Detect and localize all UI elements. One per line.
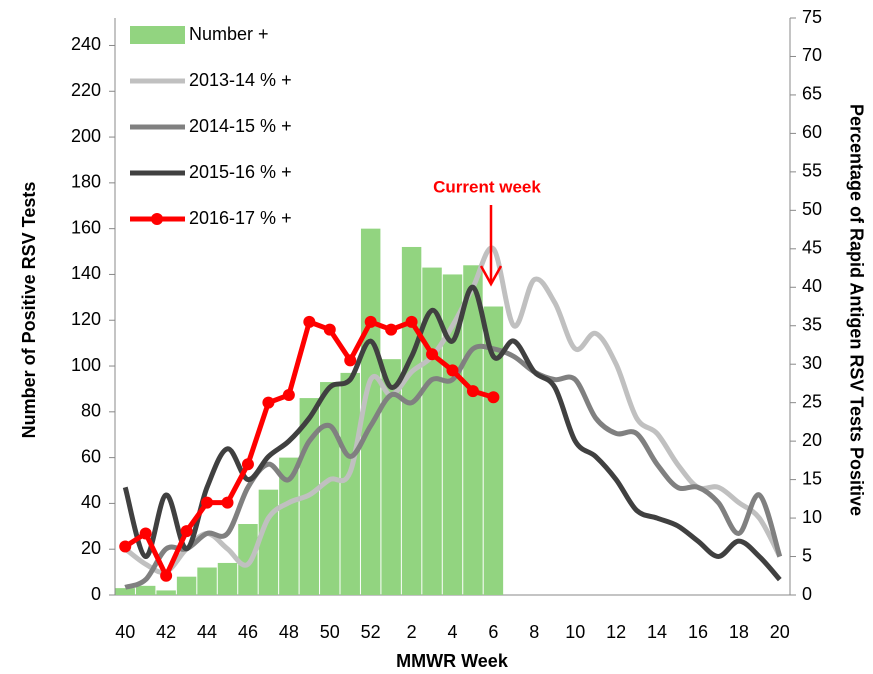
legend-label: 2013-14 % + — [189, 70, 292, 90]
marker — [241, 458, 254, 471]
y2-tick-label: 45 — [802, 238, 822, 258]
y-tick-label: 160 — [71, 217, 101, 237]
marker — [405, 315, 418, 328]
marker — [303, 315, 316, 328]
y-tick-label: 200 — [71, 126, 101, 146]
bar — [401, 246, 422, 595]
legend-label: 2016-17 % + — [189, 208, 292, 228]
y-axis-label: Number of Positive RSV Tests — [19, 182, 39, 439]
x-tick-label: 14 — [647, 622, 667, 642]
bar — [238, 524, 258, 595]
y2-tick-label: 5 — [802, 545, 812, 565]
x-tick-label: 10 — [565, 622, 585, 642]
y2-tick-label: 40 — [802, 276, 822, 296]
y-tick-label: 60 — [81, 446, 101, 466]
marker — [221, 496, 234, 509]
y2-tick-label: 10 — [802, 507, 822, 527]
x-tick-label: 42 — [156, 622, 176, 642]
x-axis-label: MMWR Week — [396, 651, 509, 671]
bar — [258, 489, 279, 595]
x-tick-label: 20 — [770, 622, 790, 642]
marker — [180, 525, 193, 538]
marker — [201, 496, 214, 509]
y-tick-label: 80 — [81, 401, 101, 421]
legend-label: 2014-15 % + — [189, 116, 292, 136]
annotation: Current week — [433, 177, 541, 196]
bar — [176, 576, 197, 595]
y2-tick-label: 0 — [802, 584, 812, 604]
y-tick-label: 20 — [81, 538, 101, 558]
line-series — [122, 284, 782, 582]
annotation-arrow — [479, 265, 503, 287]
x-tick-label: 40 — [115, 622, 135, 642]
x-tick-label: 2 — [407, 622, 417, 642]
line-series — [124, 343, 783, 590]
y-tick-label: 100 — [71, 355, 101, 375]
legend-swatch — [151, 213, 163, 225]
y2-tick-label: 75 — [802, 7, 822, 27]
marker — [487, 391, 500, 404]
y-tick-label: 180 — [71, 172, 101, 192]
bar — [483, 306, 504, 595]
y2-tick-label: 50 — [802, 199, 822, 219]
x-tick-label: 48 — [279, 622, 299, 642]
marker — [344, 354, 357, 367]
y2-tick-label: 15 — [802, 468, 822, 488]
x-tick-label: 52 — [361, 622, 381, 642]
marker — [139, 527, 152, 540]
bar — [340, 372, 360, 595]
x-tick-label: 4 — [447, 622, 457, 642]
marker — [426, 348, 439, 361]
legend-label: 2015-16 % + — [189, 162, 292, 182]
bar — [115, 588, 135, 595]
legend-label: Number + — [189, 24, 269, 44]
bar — [156, 590, 176, 595]
y-tick-label: 240 — [71, 34, 101, 54]
marker — [323, 323, 336, 336]
x-tick-label: 8 — [529, 622, 539, 642]
marker — [282, 388, 295, 401]
bar — [217, 562, 238, 595]
x-tick-label: 46 — [238, 622, 258, 642]
marker — [262, 396, 275, 409]
bar — [442, 274, 463, 595]
x-tick-label: 50 — [320, 622, 340, 642]
y-tick-label: 0 — [91, 584, 101, 604]
bar — [135, 585, 156, 595]
marker — [364, 315, 377, 328]
x-tick-label: 44 — [197, 622, 217, 642]
y2-tick-label: 70 — [802, 45, 822, 65]
bar — [381, 359, 401, 595]
marker — [119, 540, 132, 553]
legend-swatch — [130, 26, 185, 44]
y2-tick-label: 55 — [802, 161, 822, 181]
marker — [446, 364, 459, 377]
y2-tick-label: 35 — [802, 314, 822, 334]
marker — [385, 323, 398, 336]
y2-tick-label: 65 — [802, 84, 822, 104]
y2-tick-label: 20 — [802, 430, 822, 450]
x-tick-label: 18 — [729, 622, 749, 642]
marker — [160, 569, 173, 582]
y-tick-label: 140 — [71, 263, 101, 283]
y-tick-label: 220 — [71, 80, 101, 100]
bar — [320, 382, 340, 595]
y-tick-label: 120 — [71, 309, 101, 329]
y2-tick-label: 25 — [802, 391, 822, 411]
x-tick-label: 6 — [488, 622, 498, 642]
y2-tick-label: 30 — [802, 353, 822, 373]
x-tick-label: 12 — [606, 622, 626, 642]
x-tick-label: 16 — [688, 622, 708, 642]
line-series — [123, 245, 782, 575]
y2-axis-label: Percentage of Rapid Antigen RSV Tests Po… — [846, 104, 866, 516]
bar — [279, 457, 299, 595]
y2-tick-label: 60 — [802, 122, 822, 142]
y-tick-label: 40 — [81, 492, 101, 512]
marker — [466, 385, 479, 398]
bar — [197, 567, 217, 595]
